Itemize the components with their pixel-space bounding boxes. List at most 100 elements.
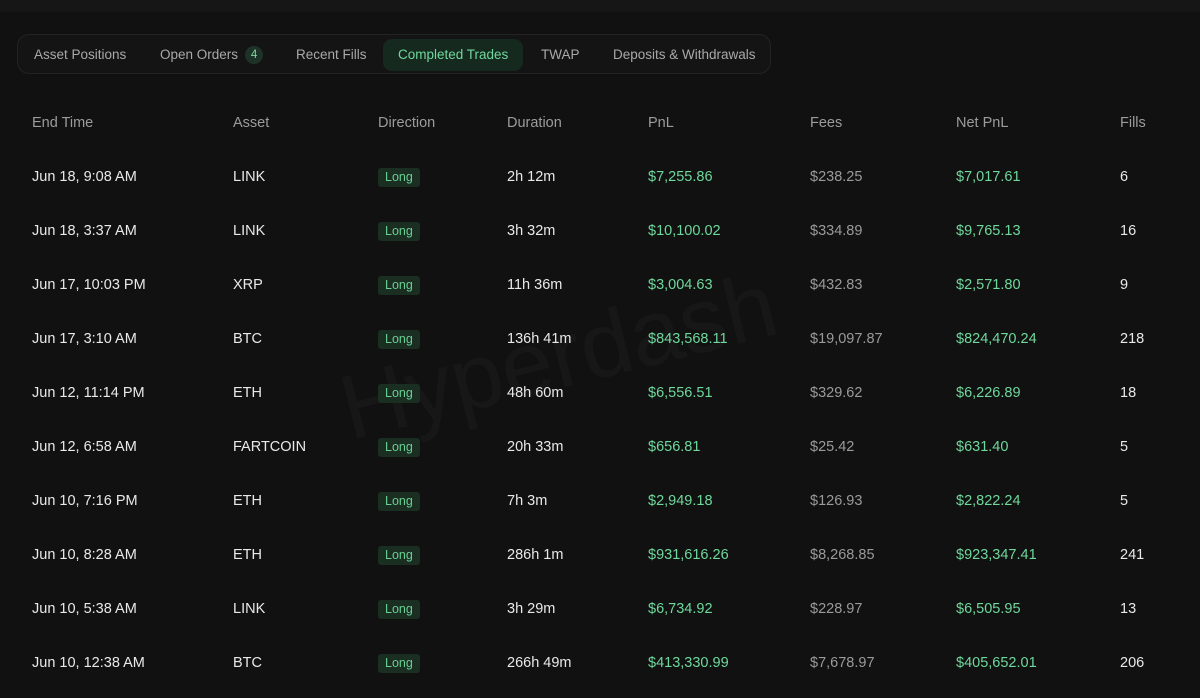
pnl-cell: $10,100.02 xyxy=(648,223,721,239)
pnl-cell: $3,004.63 xyxy=(648,277,713,293)
fees-cell: $432.83 xyxy=(810,277,863,293)
net-pnl-cell: $405,652.01 xyxy=(956,655,1037,671)
direction-cell: Long xyxy=(378,150,420,204)
end-time-cell: Jun 17, 10:03 PM xyxy=(32,277,146,293)
net-pnl-cell: $2,571.80 xyxy=(956,277,1021,293)
direction-badge: Long xyxy=(378,545,420,565)
table-row[interactable]: Jun 10, 5:38 AM LINK Long 3h 29m $6,734.… xyxy=(0,582,1200,636)
direction-badge: Long xyxy=(378,275,420,295)
fills-cell: 241 xyxy=(1120,547,1145,563)
end-time-cell: Jun 10, 7:16 PM xyxy=(32,493,138,509)
pnl-cell: $6,734.92 xyxy=(648,601,713,617)
fees-cell: $7,678.97 xyxy=(810,655,875,671)
fills-cell: 13 xyxy=(1120,601,1137,617)
pnl-cell: $2,949.18 xyxy=(648,493,713,509)
header-asset[interactable]: Asset xyxy=(233,115,270,131)
duration-cell: 20h 33m xyxy=(507,439,564,455)
header-fees[interactable]: Fees xyxy=(810,115,843,131)
fills-cell: 5 xyxy=(1120,439,1129,455)
tab-recent-fills[interactable]: Recent Fills xyxy=(296,47,367,62)
net-pnl-cell: $9,765.13 xyxy=(956,223,1021,239)
direction-badge: Long xyxy=(378,437,420,457)
fees-cell: $25.42 xyxy=(810,439,855,455)
duration-cell: 7h 3m xyxy=(507,493,548,509)
direction-cell: Long xyxy=(378,258,420,312)
table-row[interactable]: Jun 12, 11:14 PM ETH Long 48h 60m $6,556… xyxy=(0,366,1200,420)
pnl-cell: $931,616.26 xyxy=(648,547,729,563)
tab-open-orders[interactable]: Open Orders 4 xyxy=(160,39,264,71)
table-row[interactable]: Jun 10, 8:28 AM ETH Long 286h 1m $931,61… xyxy=(0,528,1200,582)
duration-cell: 266h 49m xyxy=(507,655,572,671)
table-row[interactable]: Jun 10, 7:16 PM ETH Long 7h 3m $2,949.18… xyxy=(0,474,1200,528)
fees-cell: $329.62 xyxy=(810,385,863,401)
fees-cell: $228.97 xyxy=(810,601,863,617)
end-time-cell: Jun 17, 3:10 AM xyxy=(32,331,137,347)
pnl-cell: $6,556.51 xyxy=(648,385,713,401)
header-end-time[interactable]: End Time xyxy=(32,115,94,131)
header-duration[interactable]: Duration xyxy=(507,115,562,131)
tab-completed-trades[interactable]: Completed Trades xyxy=(383,39,524,71)
direction-cell: Long xyxy=(378,312,420,366)
duration-cell: 48h 60m xyxy=(507,385,564,401)
asset-cell: LINK xyxy=(233,169,266,185)
end-time-cell: Jun 12, 11:14 PM xyxy=(32,385,145,401)
direction-cell: Long xyxy=(378,474,420,528)
duration-cell: 136h 41m xyxy=(507,331,572,347)
fills-cell: 6 xyxy=(1120,169,1129,185)
duration-cell: 3h 29m xyxy=(507,601,556,617)
completed-trades-table: End Time Asset Direction Duration PnL Fe… xyxy=(0,96,1200,690)
net-pnl-cell: $824,470.24 xyxy=(956,331,1037,347)
tab-asset-positions[interactable]: Asset Positions xyxy=(34,47,127,62)
direction-badge: Long xyxy=(378,167,420,187)
table-row[interactable]: Jun 18, 3:37 AM LINK Long 3h 32m $10,100… xyxy=(0,204,1200,258)
direction-cell: Long xyxy=(378,366,420,420)
table-row[interactable]: Jun 18, 9:08 AM LINK Long 2h 12m $7,255.… xyxy=(0,150,1200,204)
net-pnl-cell: $7,017.61 xyxy=(956,169,1021,185)
table-row[interactable]: Jun 17, 10:03 PM XRP Long 11h 36m $3,004… xyxy=(0,258,1200,312)
header-direction[interactable]: Direction xyxy=(378,115,436,131)
direction-badge: Long xyxy=(378,329,420,349)
fills-cell: 5 xyxy=(1120,493,1129,509)
pnl-cell: $413,330.99 xyxy=(648,655,729,671)
tab-bar: Asset Positions Open Orders 4 Recent Fill… xyxy=(17,34,771,74)
table-row[interactable]: Jun 12, 6:58 AM FARTCOIN Long 20h 33m $6… xyxy=(0,420,1200,474)
direction-badge: Long xyxy=(378,221,420,241)
tab-twap[interactable]: TWAP xyxy=(541,47,580,62)
net-pnl-cell: $6,226.89 xyxy=(956,385,1021,401)
fills-cell: 9 xyxy=(1120,277,1129,293)
direction-cell: Long xyxy=(378,636,420,690)
end-time-cell: Jun 10, 12:38 AM xyxy=(32,655,145,671)
asset-cell: FARTCOIN xyxy=(233,439,307,455)
net-pnl-cell: $923,347.41 xyxy=(956,547,1037,563)
table-row[interactable]: Jun 10, 12:38 AM BTC Long 266h 49m $413,… xyxy=(0,636,1200,690)
table-row[interactable]: Jun 17, 3:10 AM BTC Long 136h 41m $843,5… xyxy=(0,312,1200,366)
header-net-pnl[interactable]: Net PnL xyxy=(956,115,1009,131)
fees-cell: $126.93 xyxy=(810,493,863,509)
fees-cell: $334.89 xyxy=(810,223,863,239)
fees-cell: $8,268.85 xyxy=(810,547,875,563)
pnl-cell: $843,568.11 xyxy=(648,331,728,347)
header-pnl[interactable]: PnL xyxy=(648,115,674,131)
fills-cell: 218 xyxy=(1120,331,1145,347)
top-strip xyxy=(0,0,1200,12)
direction-cell: Long xyxy=(378,528,420,582)
fills-cell: 206 xyxy=(1120,655,1145,671)
asset-cell: ETH xyxy=(233,493,262,509)
asset-cell: LINK xyxy=(233,601,266,617)
direction-badge: Long xyxy=(378,383,420,403)
tab-label: Open Orders xyxy=(160,47,239,62)
header-fills[interactable]: Fills xyxy=(1120,115,1146,131)
asset-cell: LINK xyxy=(233,223,266,239)
asset-cell: BTC xyxy=(233,331,262,347)
duration-cell: 11h 36m xyxy=(507,277,563,293)
asset-cell: ETH xyxy=(233,385,262,401)
end-time-cell: Jun 10, 8:28 AM xyxy=(32,547,137,563)
direction-cell: Long xyxy=(378,582,420,636)
pnl-cell: $7,255.86 xyxy=(648,169,713,185)
duration-cell: 2h 12m xyxy=(507,169,556,185)
duration-cell: 286h 1m xyxy=(507,547,564,563)
direction-badge: Long xyxy=(378,599,420,619)
tab-deposits-withdrawals[interactable]: Deposits & Withdrawals xyxy=(613,47,756,62)
end-time-cell: Jun 10, 5:38 AM xyxy=(32,601,137,617)
direction-badge: Long xyxy=(378,491,420,511)
